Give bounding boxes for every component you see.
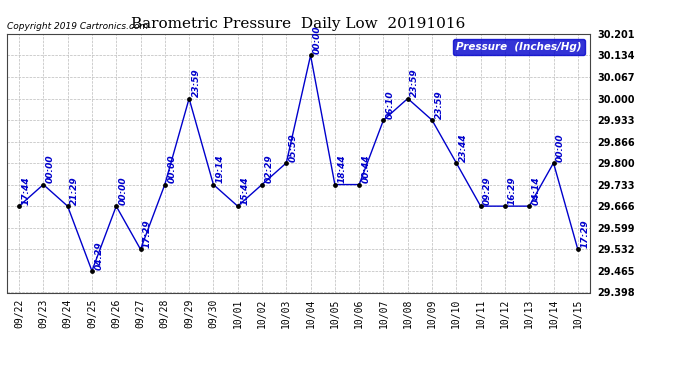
Text: Copyright 2019 Cartronics.com: Copyright 2019 Cartronics.com [7, 22, 148, 31]
Text: 00:00: 00:00 [556, 133, 565, 162]
Point [402, 96, 413, 102]
Point [451, 160, 462, 166]
Text: 17:29: 17:29 [580, 219, 589, 248]
Text: 23:59: 23:59 [192, 69, 201, 97]
Point [184, 96, 195, 102]
Text: 15:44: 15:44 [240, 176, 249, 205]
Text: 09:29: 09:29 [483, 176, 492, 205]
Text: 00:00: 00:00 [313, 26, 322, 54]
Point [572, 246, 583, 252]
Point [159, 182, 170, 188]
Text: 00:00: 00:00 [46, 154, 55, 183]
Point [329, 182, 340, 188]
Point [86, 268, 97, 274]
Point [524, 203, 535, 209]
Text: 23:59: 23:59 [410, 69, 420, 97]
Text: 17:29: 17:29 [143, 219, 152, 248]
Point [62, 203, 73, 209]
Text: 06:10: 06:10 [386, 90, 395, 119]
Text: 00:00: 00:00 [119, 176, 128, 205]
Text: 18:44: 18:44 [337, 154, 346, 183]
Text: 02:29: 02:29 [264, 154, 273, 183]
Text: 00:44: 00:44 [362, 154, 371, 183]
Text: 17:44: 17:44 [21, 176, 30, 205]
Title: Barometric Pressure  Daily Low  20191016: Barometric Pressure Daily Low 20191016 [131, 17, 466, 31]
Point [305, 53, 316, 58]
Point [110, 203, 121, 209]
Text: 00:00: 00:00 [167, 154, 176, 183]
Point [475, 203, 486, 209]
Legend: Pressure  (Inches/Hg): Pressure (Inches/Hg) [453, 39, 584, 55]
Text: 21:29: 21:29 [70, 176, 79, 205]
Point [426, 117, 437, 123]
Point [208, 182, 219, 188]
Text: 04:14: 04:14 [532, 176, 541, 205]
Text: 23:44: 23:44 [459, 133, 468, 162]
Point [257, 182, 268, 188]
Point [232, 203, 243, 209]
Point [14, 203, 25, 209]
Point [38, 182, 49, 188]
Point [281, 160, 292, 166]
Point [354, 182, 365, 188]
Point [500, 203, 511, 209]
Text: 19:14: 19:14 [216, 154, 225, 183]
Text: 23:59: 23:59 [435, 90, 444, 119]
Point [135, 246, 146, 252]
Text: 16:29: 16:29 [507, 176, 516, 205]
Text: 05:59: 05:59 [288, 133, 297, 162]
Text: 04:29: 04:29 [95, 241, 103, 270]
Point [378, 117, 389, 123]
Point [548, 160, 559, 166]
